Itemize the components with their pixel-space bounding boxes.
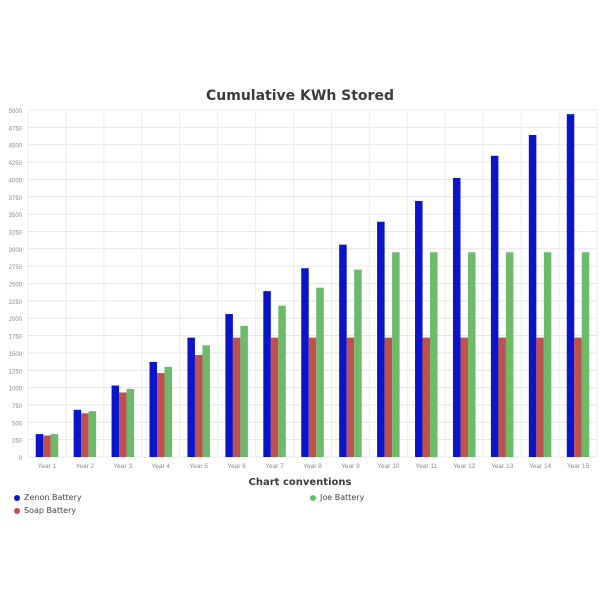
legend-item-soap[interactable]: Soap Battery [14,506,76,515]
legend-label-soap: Soap Battery [24,506,77,515]
x-tick-label: Year 15 [567,463,590,470]
y-tick-label: 2750 [9,265,23,271]
legend-swatch-zenon [14,494,20,501]
bar [354,269,362,457]
y-tick-label: 1250 [9,369,23,375]
bar [505,252,514,457]
bar [240,325,248,457]
y-tick-label: 3750 [9,196,23,202]
bar [301,268,309,457]
x-tick-label: Year 3 [114,463,133,470]
legend-label-joe: Joe Battery [320,493,365,502]
legend-label-zenon: Zenon Battery [24,493,82,502]
y-tick-label: 4250 [9,161,23,167]
x-tick-label: Year 6 [227,463,246,470]
x-tick-label: Year 7 [265,463,284,470]
bar [490,155,499,457]
y-tick-label: 0 [19,456,23,462]
bar [452,178,461,457]
legend-item-joe[interactable]: Joe Battery [310,493,364,502]
bar [422,337,431,457]
y-tick-label: 4750 [9,126,23,132]
bar [581,252,590,457]
bar [270,337,279,457]
bar [119,392,127,457]
bar [187,337,195,457]
bar [278,305,286,457]
y-tick-label: 4000 [9,178,23,184]
bar [536,337,544,457]
x-tick-label: Year 4 [151,463,170,470]
bar [225,314,233,457]
bar [149,361,158,457]
x-tick-label: Year 2 [76,463,95,470]
bar [126,388,135,457]
bar [263,291,271,457]
bar [88,411,97,457]
bar [202,345,210,457]
y-tick-label: 3250 [9,230,23,236]
legend-item-zenon[interactable]: Zenon Battery [14,493,82,502]
x-tick-label: Year 11 [415,463,437,470]
bar [543,252,552,457]
y-tick-label: 1500 [9,352,23,358]
legend-title: Chart conventions [248,477,352,488]
y-tick-label: 750 [12,404,23,410]
y-tick-label: 3500 [9,213,23,219]
y-tick-label: 5000 [9,109,23,115]
y-tick-label: 2500 [9,283,23,289]
bar [316,287,324,457]
legend-swatch-joe [310,494,316,501]
x-tick-label: Year 13 [491,463,514,470]
bar [43,435,51,457]
bar [50,434,59,457]
y-tick-label: 500 [12,421,23,427]
y-tick-label: 1750 [9,335,23,341]
bar [232,337,241,457]
bar [81,413,89,457]
x-tick-label: Year 14 [529,463,552,470]
bar [384,337,393,457]
legend-swatch-soap [14,507,20,514]
x-tick-label: Year 8 [303,463,322,470]
chart-title: Cumulative KWh Stored [206,88,394,104]
bar [566,114,575,457]
bar [460,337,468,457]
y-tick-label: 2000 [9,317,23,323]
bar [73,409,82,457]
x-tick-label: Year 12 [453,463,476,470]
bar [194,354,203,457]
bar [574,337,582,457]
bar [467,252,476,457]
bar [430,252,438,457]
x-tick-label: Year 9 [341,463,360,470]
bar [35,434,44,457]
bar [377,221,385,457]
bar [415,200,423,457]
bar [111,385,120,457]
bar [164,366,173,457]
bar [339,244,347,457]
bar [528,134,537,457]
y-tick-label: 2250 [9,300,23,306]
bar [346,337,355,457]
y-tick-label: 250 [12,439,23,445]
y-tick-label: 4500 [9,144,23,150]
bar [308,337,317,457]
x-tick-label: Year 10 [377,463,400,470]
x-tick-label: Year 1 [38,463,57,470]
x-tick-label: Year 5 [189,463,208,470]
bar [498,337,506,457]
y-tick-label: 1000 [9,387,23,393]
bar [392,252,400,457]
y-tick-label: 3000 [9,248,23,254]
bar [157,373,165,457]
